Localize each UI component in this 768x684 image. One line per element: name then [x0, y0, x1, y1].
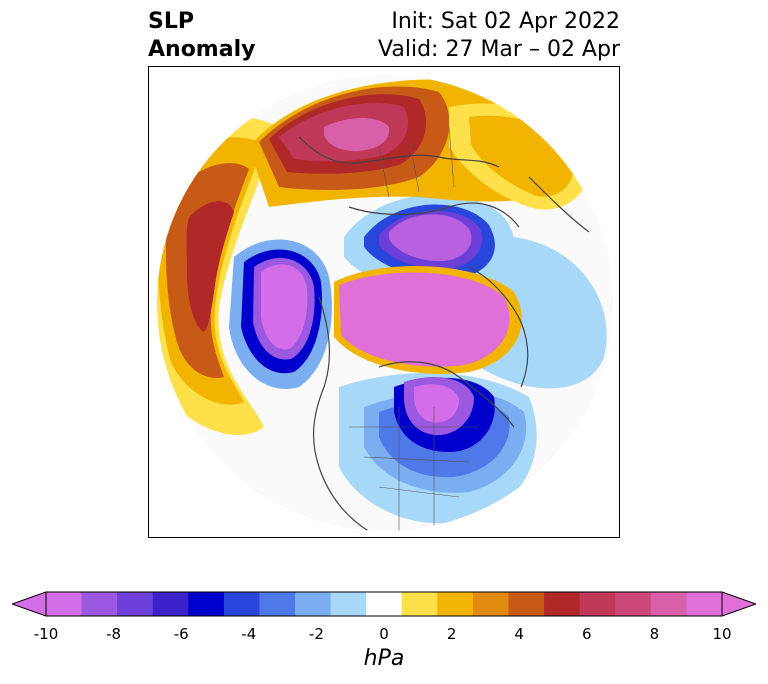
colorbar-swatch: [650, 592, 687, 616]
colorbar-swatch: [686, 592, 723, 616]
colorbar-swatch: [46, 592, 83, 616]
colorbar-swatch: [472, 592, 510, 616]
colorbar-tick-label: 2: [446, 625, 457, 643]
colorbar-swatch: [295, 592, 332, 616]
contour-neg-na-6: [414, 384, 459, 423]
chart-title-left: SLP Anomaly: [148, 8, 255, 64]
colorbar-swatch: [508, 592, 545, 616]
colorbar-unit-label: hPa: [363, 646, 405, 671]
colorbar-swatch: [401, 592, 438, 616]
contour-neg-central-polar: [339, 272, 510, 367]
contour-pos-north-5: [324, 118, 390, 152]
colorbar-swatch: [330, 592, 367, 616]
chart-title-right: Init: Sat 02 Apr 2022 Valid: 27 Mar – 02…: [378, 8, 620, 64]
colorbar-swatch: [188, 592, 225, 616]
title-variable: SLP: [148, 9, 194, 34]
colorbar-swatch: [366, 592, 403, 616]
contour-neg-west-4: [261, 264, 308, 350]
colorbar-swatch: [117, 592, 154, 616]
colorbar: [12, 591, 756, 617]
colorbar-swatch: [81, 592, 118, 616]
colorbar-tick-label: 6: [582, 625, 592, 643]
colorbar-swatch: [615, 592, 652, 616]
colorbar-max-arrow: [721, 591, 756, 617]
colorbar-tick-label: -6: [173, 625, 189, 643]
colorbar-tick-label: 8: [649, 625, 660, 643]
title-valid: Valid: 27 Mar – 02 Apr: [378, 37, 620, 62]
colorbar-tick-label: 10: [712, 625, 732, 643]
colorbar-tick-label: 4: [514, 625, 524, 643]
colorbar-tick-label: -8: [106, 625, 122, 643]
map-panel: [148, 66, 620, 538]
coastlines: [298, 136, 590, 531]
contour-neg-siberia-4: [389, 214, 472, 262]
colorbar-swatch: [437, 592, 474, 616]
contour-pos-west-4: [186, 201, 234, 332]
colorbar-swatch: [544, 592, 581, 616]
title-init: Init: Sat 02 Apr 2022: [391, 9, 620, 34]
colorbar-tick-label: 0: [379, 625, 389, 643]
borders: [349, 126, 479, 531]
colorbar-swatch: [579, 592, 616, 616]
colorbar-tick-label: -2: [308, 625, 324, 643]
anomaly-map: [157, 75, 613, 531]
title-variable-2: Anomaly: [148, 37, 256, 62]
colorbar-tick-label: -10: [33, 625, 59, 643]
colorbar-min-arrow: [12, 591, 47, 617]
colorbar-tick-label: -4: [241, 625, 257, 643]
contour-neg-light-ne: [479, 236, 607, 389]
colorbar-swatch: [223, 592, 260, 616]
colorbar-swatch: [259, 592, 296, 616]
colorbar-swatch: [152, 592, 189, 616]
colorbar-outline: [45, 591, 723, 617]
